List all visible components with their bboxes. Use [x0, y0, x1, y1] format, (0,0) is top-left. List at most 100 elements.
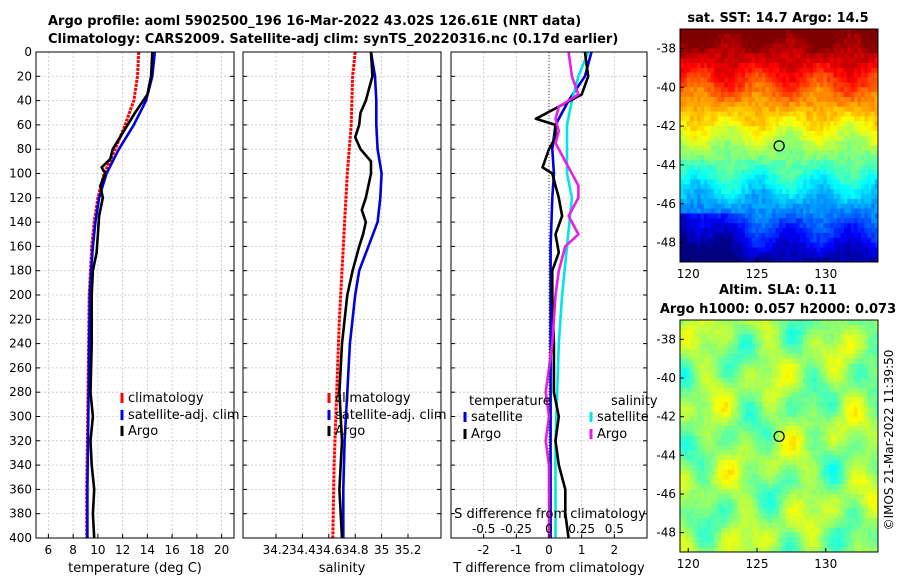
map-cell [761, 82, 766, 88]
map-cell [772, 339, 776, 345]
map-cell [874, 339, 879, 345]
map-cell [826, 373, 831, 379]
map-cell [871, 344, 875, 350]
map-cell [816, 126, 821, 132]
map-cell [837, 402, 841, 408]
map-cell [854, 145, 858, 151]
map-cell [802, 135, 807, 142]
map-cell [850, 189, 855, 195]
map-cell [833, 373, 838, 379]
map-cell [850, 62, 855, 69]
map-cell [782, 96, 787, 103]
map-cell [768, 135, 773, 142]
map-cell [748, 160, 753, 166]
map-cell [683, 440, 688, 447]
map-cell [819, 334, 824, 340]
map-cell [847, 378, 852, 384]
map-cell [734, 363, 739, 369]
map-cell [806, 334, 811, 340]
map-cell [744, 368, 749, 374]
map-cell [775, 198, 780, 205]
map-cell [782, 116, 787, 122]
map-cell [850, 164, 855, 171]
map-cell [857, 184, 862, 190]
map-cell [802, 324, 807, 331]
map-cell [775, 111, 780, 117]
map-cell [854, 43, 858, 49]
map-cell [731, 450, 736, 456]
map-cell [789, 397, 794, 403]
map-cell [724, 242, 729, 248]
map-cell [686, 67, 691, 74]
map-cell [864, 237, 869, 243]
map-cell [765, 363, 770, 369]
map-cell [690, 223, 695, 229]
map-cell [731, 169, 736, 176]
map-cell [792, 150, 797, 156]
map-cell [744, 184, 749, 190]
map-cell [755, 450, 759, 456]
map-cell [843, 460, 848, 466]
map-cell [867, 82, 872, 88]
map-cell [819, 140, 824, 146]
map-cell [707, 43, 712, 49]
map-cell [799, 218, 804, 224]
map-cell [697, 363, 701, 369]
map-cell [826, 257, 831, 263]
map-cell [707, 252, 712, 258]
y-tick-label: 0 [24, 45, 32, 59]
map-cell [799, 169, 804, 176]
map-cell [847, 140, 852, 146]
map-cell [837, 320, 841, 326]
map-cell [843, 72, 848, 78]
map-cell [683, 62, 688, 69]
map-cell [833, 426, 838, 432]
y-tick-label: 260 [9, 361, 32, 375]
map-cell [693, 421, 698, 427]
map-cell [782, 155, 787, 161]
map-cell [782, 392, 787, 398]
map-cell [867, 373, 872, 379]
map-cell [857, 223, 862, 229]
map-cell [826, 397, 831, 403]
map-cell [690, 237, 695, 243]
map-cell [785, 339, 790, 345]
map-cell [710, 126, 715, 132]
map-cell [823, 87, 828, 93]
map-cell [755, 228, 759, 234]
map-cell [765, 252, 770, 258]
map-cell [761, 33, 766, 40]
map-cell [779, 198, 783, 205]
map-cell [690, 402, 695, 408]
map-cell [813, 213, 817, 219]
map-cell [710, 368, 715, 374]
map-cell [809, 382, 814, 389]
map-cell [789, 358, 794, 364]
map-cell [782, 174, 787, 180]
map-cell [847, 174, 852, 180]
map-cell [724, 329, 729, 335]
map-cell [724, 440, 729, 447]
x-tick-label: 0 [545, 543, 553, 557]
map-cell [738, 160, 742, 166]
map-cell [710, 232, 715, 239]
map-cell [867, 111, 872, 117]
map-cell [823, 213, 828, 219]
map-cell [802, 92, 807, 98]
map-cell [867, 358, 872, 364]
map-cell [690, 257, 695, 263]
map-cell [779, 179, 783, 185]
map-cell [802, 445, 807, 451]
map-cell [775, 339, 780, 345]
map-cell [819, 29, 824, 35]
map-cell [683, 203, 688, 209]
map-cell [843, 150, 848, 156]
map-cell [779, 329, 783, 335]
map-cell [847, 358, 852, 364]
map-cell [720, 203, 725, 209]
map-cell [734, 38, 739, 44]
map-cell [710, 77, 715, 83]
map-cell [809, 184, 814, 190]
map-cell [734, 96, 739, 103]
map-cell [809, 53, 814, 59]
